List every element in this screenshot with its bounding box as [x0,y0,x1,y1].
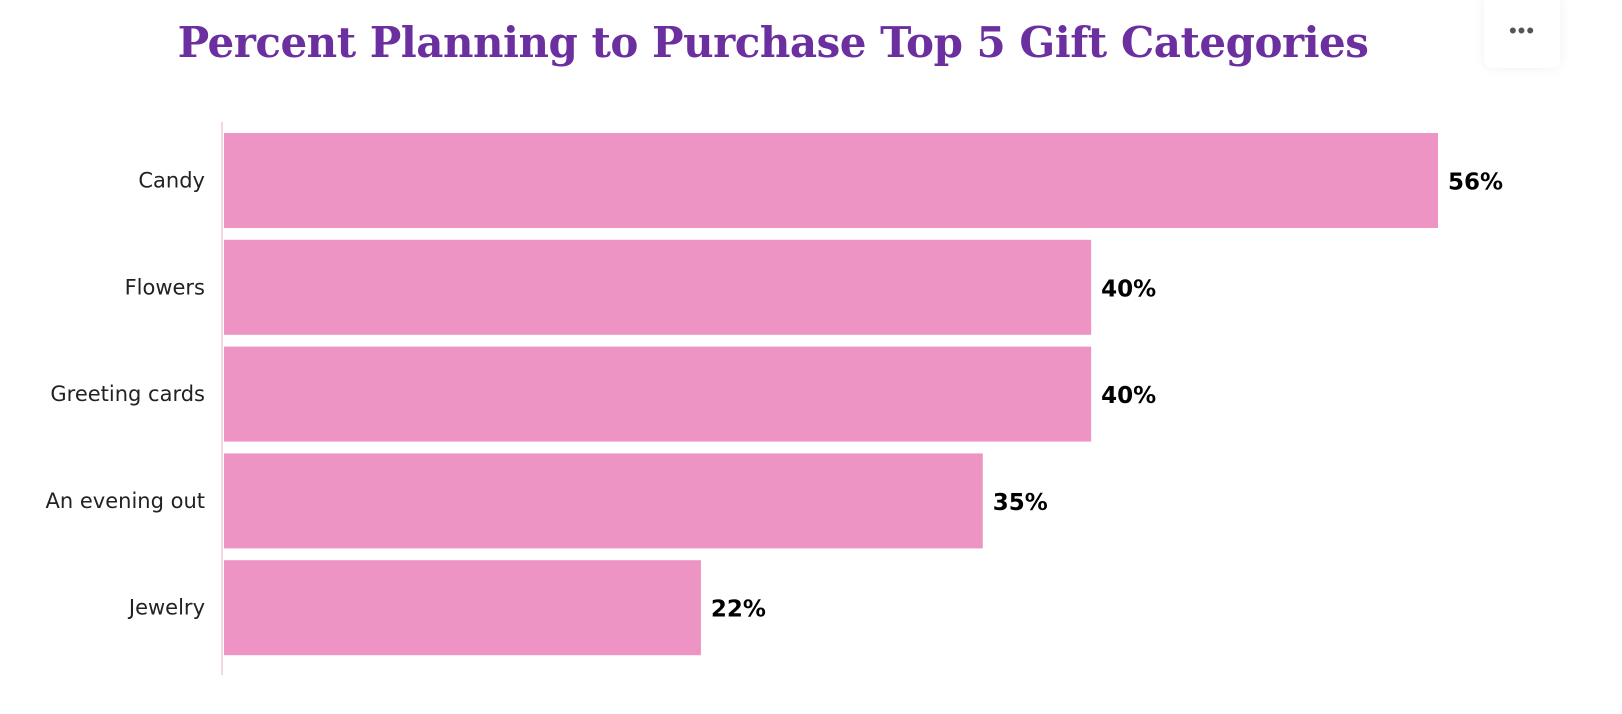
bar-greeting-cards [224,346,1092,442]
bar-flowers [224,239,1092,335]
bar-jewelry [224,560,701,656]
more-options-button[interactable]: ••• [1484,0,1560,68]
category-label: Flowers [125,275,205,299]
category-label: Greeting cards [50,382,205,406]
category-label: An evening out [46,489,205,513]
bar-an-evening-out [224,453,983,549]
value-label: 56% [1448,170,1503,196]
category-label: Candy [138,169,205,193]
bar-candy [224,133,1438,228]
value-label: 40% [1101,276,1156,302]
value-label: 40% [1101,383,1156,409]
chart-title: Percent Planning to Purchase Top 5 Gift … [177,18,1369,67]
category-label: Jewelry [127,596,205,620]
value-label: 22% [711,597,766,623]
value-label: 35% [993,490,1048,516]
more-horizontal-icon: ••• [1508,18,1536,43]
